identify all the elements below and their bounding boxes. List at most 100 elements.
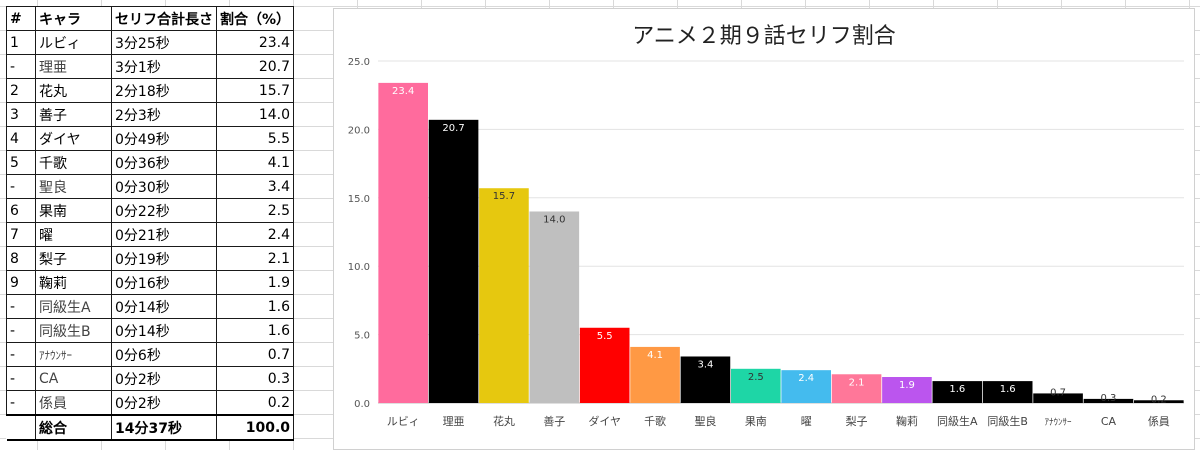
x-tick-label: CA bbox=[1101, 415, 1117, 428]
header-character[interactable]: キャラ bbox=[35, 6, 112, 31]
data-label: 23.4 bbox=[392, 86, 414, 97]
header-percent[interactable]: 割合（%） bbox=[215, 6, 295, 31]
row-length[interactable]: 0分16秒 bbox=[111, 270, 217, 295]
row-length[interactable]: 0分6秒 bbox=[111, 342, 217, 367]
row-length[interactable]: 0分49秒 bbox=[111, 126, 217, 151]
total-length[interactable]: 14分37秒 bbox=[111, 414, 217, 441]
row-length[interactable]: 0分36秒 bbox=[111, 150, 217, 175]
bar[interactable] bbox=[781, 370, 831, 403]
bar[interactable] bbox=[680, 356, 731, 403]
row-index[interactable]: 6 bbox=[6, 198, 36, 223]
row-length[interactable]: 0分2秒 bbox=[111, 366, 217, 391]
row-index[interactable]: 7 bbox=[6, 222, 36, 247]
row-index[interactable]: - bbox=[6, 342, 36, 367]
data-label: 3.4 bbox=[697, 359, 713, 370]
bar[interactable] bbox=[932, 381, 983, 403]
row-length[interactable]: 3分1秒 bbox=[111, 54, 217, 79]
row-percent[interactable]: 0.2 bbox=[215, 390, 295, 416]
row-character[interactable]: 同級生A bbox=[35, 294, 112, 319]
row-character[interactable]: 同級生B bbox=[35, 318, 112, 343]
row-character[interactable]: 鞠莉 bbox=[35, 270, 112, 295]
row-percent[interactable]: 14.0 bbox=[215, 102, 295, 127]
row-percent[interactable]: 15.7 bbox=[215, 78, 295, 103]
row-length[interactable]: 0分2秒 bbox=[111, 390, 217, 416]
row-index[interactable]: 3 bbox=[6, 102, 36, 127]
row-character[interactable]: 係員 bbox=[35, 390, 112, 416]
row-index[interactable]: - bbox=[6, 174, 36, 199]
row-percent[interactable]: 3.4 bbox=[215, 174, 295, 199]
row-index[interactable]: - bbox=[6, 366, 36, 391]
row-character[interactable]: 花丸 bbox=[35, 78, 112, 103]
row-length[interactable]: 0分14秒 bbox=[111, 294, 217, 319]
bar[interactable] bbox=[1134, 400, 1184, 403]
bar[interactable] bbox=[1033, 393, 1083, 403]
header-length[interactable]: セリフ合計長さ bbox=[111, 6, 217, 31]
chart-title: アニメ２期９話セリフ割合 bbox=[632, 24, 896, 49]
row-percent[interactable]: 20.7 bbox=[215, 54, 295, 79]
row-length[interactable]: 0分14秒 bbox=[111, 318, 217, 343]
row-length[interactable]: 2分3秒 bbox=[111, 102, 217, 127]
row-percent[interactable]: 2.4 bbox=[215, 222, 295, 247]
row-length[interactable]: 3分25秒 bbox=[111, 30, 217, 55]
row-index[interactable]: - bbox=[6, 294, 36, 319]
row-character[interactable]: ルビィ bbox=[35, 30, 112, 55]
row-character[interactable]: 善子 bbox=[35, 102, 112, 127]
bar[interactable] bbox=[378, 82, 428, 403]
row-index[interactable]: 1 bbox=[6, 30, 36, 55]
bar[interactable] bbox=[529, 211, 580, 403]
row-length[interactable]: 0分22秒 bbox=[111, 198, 217, 223]
row-index[interactable]: - bbox=[6, 54, 36, 79]
row-index[interactable]: 5 bbox=[6, 150, 36, 175]
table-row: - 理亜 3分1秒 20.7 bbox=[6, 54, 295, 79]
row-character[interactable]: 果南 bbox=[35, 198, 112, 223]
table-row: - 同級生A 0分14秒 1.6 bbox=[6, 294, 295, 319]
bar[interactable] bbox=[982, 381, 1033, 403]
row-length[interactable]: 0分19秒 bbox=[111, 246, 217, 271]
row-percent[interactable]: 0.3 bbox=[215, 366, 295, 391]
data-label: 15.7 bbox=[493, 191, 515, 202]
x-tick-label: ｱﾅｳﾝｻｰ bbox=[1045, 417, 1073, 428]
row-character[interactable]: 曜 bbox=[35, 222, 112, 247]
row-percent[interactable]: 1.6 bbox=[215, 294, 295, 319]
row-character[interactable]: 梨子 bbox=[35, 246, 112, 271]
row-character[interactable]: ダイヤ bbox=[35, 126, 112, 151]
row-percent[interactable]: 23.4 bbox=[215, 30, 295, 55]
row-percent[interactable]: 2.1 bbox=[215, 246, 295, 271]
total-index-cell[interactable] bbox=[6, 414, 36, 441]
total-percent[interactable]: 100.0 bbox=[215, 414, 295, 441]
total-label[interactable]: 総合 bbox=[35, 414, 112, 441]
header-index[interactable]: # bbox=[6, 6, 36, 31]
bar[interactable] bbox=[428, 119, 479, 403]
bar[interactable] bbox=[579, 327, 630, 403]
row-index[interactable]: 4 bbox=[6, 126, 36, 151]
table-row: 7 曜 0分21秒 2.4 bbox=[6, 222, 295, 247]
row-length[interactable]: 0分21秒 bbox=[111, 222, 217, 247]
row-character[interactable]: CA bbox=[35, 366, 112, 391]
chart-area[interactable]: アニメ２期９話セリフ割合 0.0 5.0 10.0 15.0 20.0 25.0 23.4… bbox=[333, 8, 1195, 450]
row-index[interactable]: - bbox=[6, 390, 36, 416]
row-index[interactable]: - bbox=[6, 318, 36, 343]
row-percent[interactable]: 0.7 bbox=[215, 342, 295, 367]
row-length[interactable]: 2分18秒 bbox=[111, 78, 217, 103]
row-character[interactable]: ｱﾅｳﾝｻｰ bbox=[35, 342, 112, 367]
bar[interactable] bbox=[479, 188, 529, 403]
bar[interactable] bbox=[731, 368, 781, 403]
bar[interactable] bbox=[1083, 398, 1134, 403]
dialogue-table: # キャラ セリフ合計長さ 割合（%） 1 ルビィ 3分25秒 23.4- 理亜 3分1秒… bbox=[6, 6, 295, 441]
row-character[interactable]: 千歌 bbox=[35, 150, 112, 175]
bar[interactable] bbox=[882, 377, 932, 403]
row-percent[interactable]: 5.5 bbox=[215, 126, 295, 151]
row-index[interactable]: 8 bbox=[6, 246, 36, 271]
row-index[interactable]: 9 bbox=[6, 270, 36, 295]
row-percent[interactable]: 4.1 bbox=[215, 150, 295, 175]
bar[interactable] bbox=[831, 374, 882, 403]
row-character[interactable]: 聖良 bbox=[35, 174, 112, 199]
bar[interactable] bbox=[630, 346, 680, 403]
row-index[interactable]: 2 bbox=[6, 78, 36, 103]
row-length[interactable]: 0分30秒 bbox=[111, 174, 217, 199]
row-percent[interactable]: 1.6 bbox=[215, 318, 295, 343]
row-percent[interactable]: 1.9 bbox=[215, 270, 295, 295]
row-character[interactable]: 理亜 bbox=[35, 54, 112, 79]
x-tick-label: 係員 bbox=[1148, 415, 1170, 428]
row-percent[interactable]: 2.5 bbox=[215, 198, 295, 223]
